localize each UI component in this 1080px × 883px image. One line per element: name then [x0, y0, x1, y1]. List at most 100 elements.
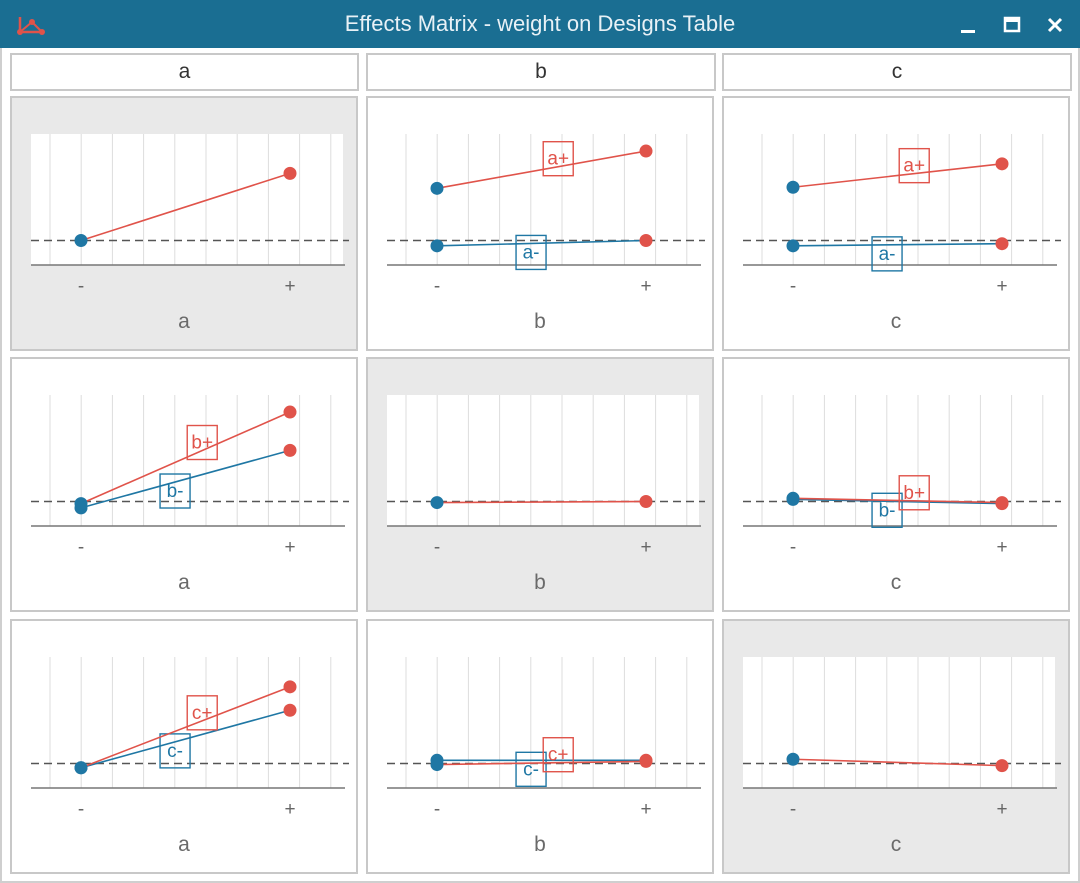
- series-line-a: [80, 172, 291, 242]
- effect-plot-a-row1: - + a: [10, 96, 358, 351]
- data-point: [283, 405, 297, 419]
- series-line-b+: [80, 411, 291, 505]
- data-point: [786, 180, 800, 194]
- series-line-a+: [792, 163, 1003, 189]
- series-line-a-: [792, 242, 1003, 247]
- plot-canvas: - + b c-c+: [387, 657, 705, 856]
- data-point: [283, 680, 297, 694]
- window-title: Effects Matrix - weight on Designs Table: [344, 11, 736, 36]
- series-label: b-: [879, 500, 896, 521]
- series-line-c: [792, 758, 1003, 767]
- x-axis-label: c: [891, 310, 902, 333]
- effect-plot-a-row2: - + a b-b+: [10, 357, 358, 612]
- plot-canvas: - + a: [31, 134, 349, 333]
- series-line-c-: [80, 709, 291, 769]
- data-point: [639, 144, 653, 158]
- data-point: [639, 754, 653, 768]
- series-label-box: [186, 695, 218, 731]
- tick-label: -: [78, 276, 84, 297]
- data-point: [786, 752, 800, 766]
- effect-plot-b-row3: - + b c-c+: [366, 619, 714, 874]
- tick-label: -: [790, 537, 796, 558]
- series-line-b-: [792, 498, 1003, 505]
- data-point: [430, 496, 444, 510]
- minimize-button[interactable]: [953, 10, 983, 40]
- x-axis-label: c: [891, 571, 902, 594]
- plot-area: [743, 657, 1055, 788]
- data-point: [995, 759, 1009, 773]
- data-point: [430, 758, 444, 772]
- series-label-box: [515, 751, 547, 788]
- series-label-box: [898, 147, 930, 184]
- close-button[interactable]: [1040, 10, 1070, 40]
- series-line-a+: [436, 150, 647, 190]
- minimize-icon: [961, 30, 975, 33]
- x-axis-label: a: [178, 833, 190, 856]
- tick-label: +: [996, 276, 1007, 297]
- network-graph-icon: [17, 17, 45, 35]
- series-label: c+: [548, 745, 569, 766]
- data-point: [786, 239, 800, 253]
- plot-canvas: - + a b-b+: [31, 395, 349, 594]
- data-point: [995, 237, 1009, 251]
- series-line-a-: [436, 239, 647, 247]
- series-label: b+: [903, 483, 925, 504]
- data-point: [283, 443, 297, 457]
- plot-canvas: - + b a-a+: [387, 134, 705, 333]
- tick-label: +: [284, 537, 295, 558]
- tick-label: -: [434, 276, 440, 297]
- effect-plot-c-row2: - + c b-b+: [722, 357, 1070, 612]
- series-label-box: [542, 737, 574, 773]
- series-line-c+: [80, 686, 291, 769]
- data-point: [639, 234, 653, 248]
- plot-canvas: - + c a-a+: [743, 134, 1061, 333]
- tick-label: +: [640, 537, 651, 558]
- x-axis-label: b: [534, 833, 546, 856]
- tick-label: +: [284, 276, 295, 297]
- series-label-box: [871, 236, 903, 272]
- x-axis-label: b: [534, 310, 546, 333]
- series-label-box: [542, 140, 574, 177]
- plot-canvas: - + b: [387, 395, 705, 594]
- close-icon: [1047, 17, 1063, 33]
- tick-label: +: [996, 537, 1007, 558]
- x-axis-label: a: [178, 310, 190, 333]
- series-label: b+: [191, 433, 213, 454]
- series-label: a-: [523, 242, 540, 263]
- x-axis-label: b: [534, 571, 546, 594]
- plot-canvas: - + a c-c+: [31, 657, 349, 856]
- series-label-box: [898, 475, 930, 511]
- tick-label: +: [996, 799, 1007, 820]
- tick-label: -: [78, 537, 84, 558]
- series-line-b+: [792, 497, 1003, 504]
- x-axis-label: a: [178, 571, 190, 594]
- data-point: [639, 495, 653, 509]
- data-point: [74, 497, 88, 511]
- series-label: c-: [167, 741, 183, 762]
- tick-label: -: [434, 799, 440, 820]
- series-label-box: [159, 733, 191, 769]
- series-label-box: [186, 424, 218, 461]
- effect-plot-a-row3: - + a c-c+: [10, 619, 358, 874]
- column-header-a: a: [10, 53, 359, 91]
- tick-label: -: [434, 537, 440, 558]
- plot-canvas: - + c b-b+: [743, 395, 1061, 594]
- series-label: c+: [192, 703, 213, 724]
- data-point: [74, 234, 88, 248]
- column-header-c: c: [722, 53, 1072, 91]
- tick-label: -: [78, 799, 84, 820]
- maximize-button[interactable]: [997, 10, 1027, 40]
- effect-plot-c-row3: - + c: [722, 619, 1070, 874]
- series-line-b: [436, 500, 647, 504]
- effect-plot-b-row1: - + b a-a+: [366, 96, 714, 351]
- x-axis-label: c: [891, 833, 902, 856]
- series-label: a+: [547, 149, 569, 170]
- data-point: [283, 166, 297, 180]
- effect-plot-b-row2: - + b: [366, 357, 714, 612]
- tick-label: +: [640, 799, 651, 820]
- title-bar: Effects Matrix - weight on Designs Table: [0, 0, 1080, 48]
- tick-label: +: [640, 276, 651, 297]
- series-line-b-: [80, 449, 291, 509]
- data-point: [430, 181, 444, 195]
- series-label: a+: [903, 156, 925, 177]
